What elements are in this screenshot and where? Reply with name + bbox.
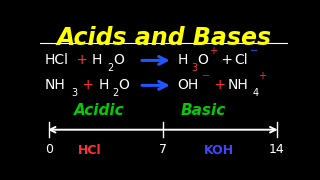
Text: HCl: HCl [78, 144, 101, 157]
Text: O: O [197, 53, 208, 67]
Text: Acids and Bases: Acids and Bases [56, 26, 272, 50]
Text: 3: 3 [71, 88, 77, 98]
Text: O: O [118, 78, 129, 92]
Text: HCl: HCl [45, 53, 69, 67]
Text: 14: 14 [269, 143, 285, 156]
Text: +: + [78, 78, 99, 92]
Text: H: H [92, 53, 102, 67]
Text: +: + [217, 53, 238, 67]
Text: O: O [113, 53, 124, 67]
Text: −: − [203, 71, 211, 81]
Text: Basic: Basic [181, 103, 226, 118]
Text: NH: NH [45, 78, 66, 92]
Text: +: + [258, 71, 266, 81]
Text: 3: 3 [191, 63, 197, 73]
Text: Acidic: Acidic [74, 103, 125, 118]
Text: 2: 2 [107, 63, 113, 73]
Text: 7: 7 [159, 143, 167, 156]
Text: OH: OH [178, 78, 199, 92]
Text: +: + [209, 46, 217, 56]
Text: H: H [178, 53, 188, 67]
Text: NH: NH [227, 78, 248, 92]
Text: Cl: Cl [235, 53, 248, 67]
Text: 2: 2 [112, 88, 118, 98]
Text: +: + [210, 78, 230, 92]
Text: −: − [250, 46, 258, 56]
Text: 4: 4 [252, 88, 259, 98]
Text: +: + [72, 53, 92, 67]
Text: 0: 0 [45, 143, 53, 156]
Text: H: H [98, 78, 109, 92]
Text: KOH: KOH [204, 144, 234, 157]
